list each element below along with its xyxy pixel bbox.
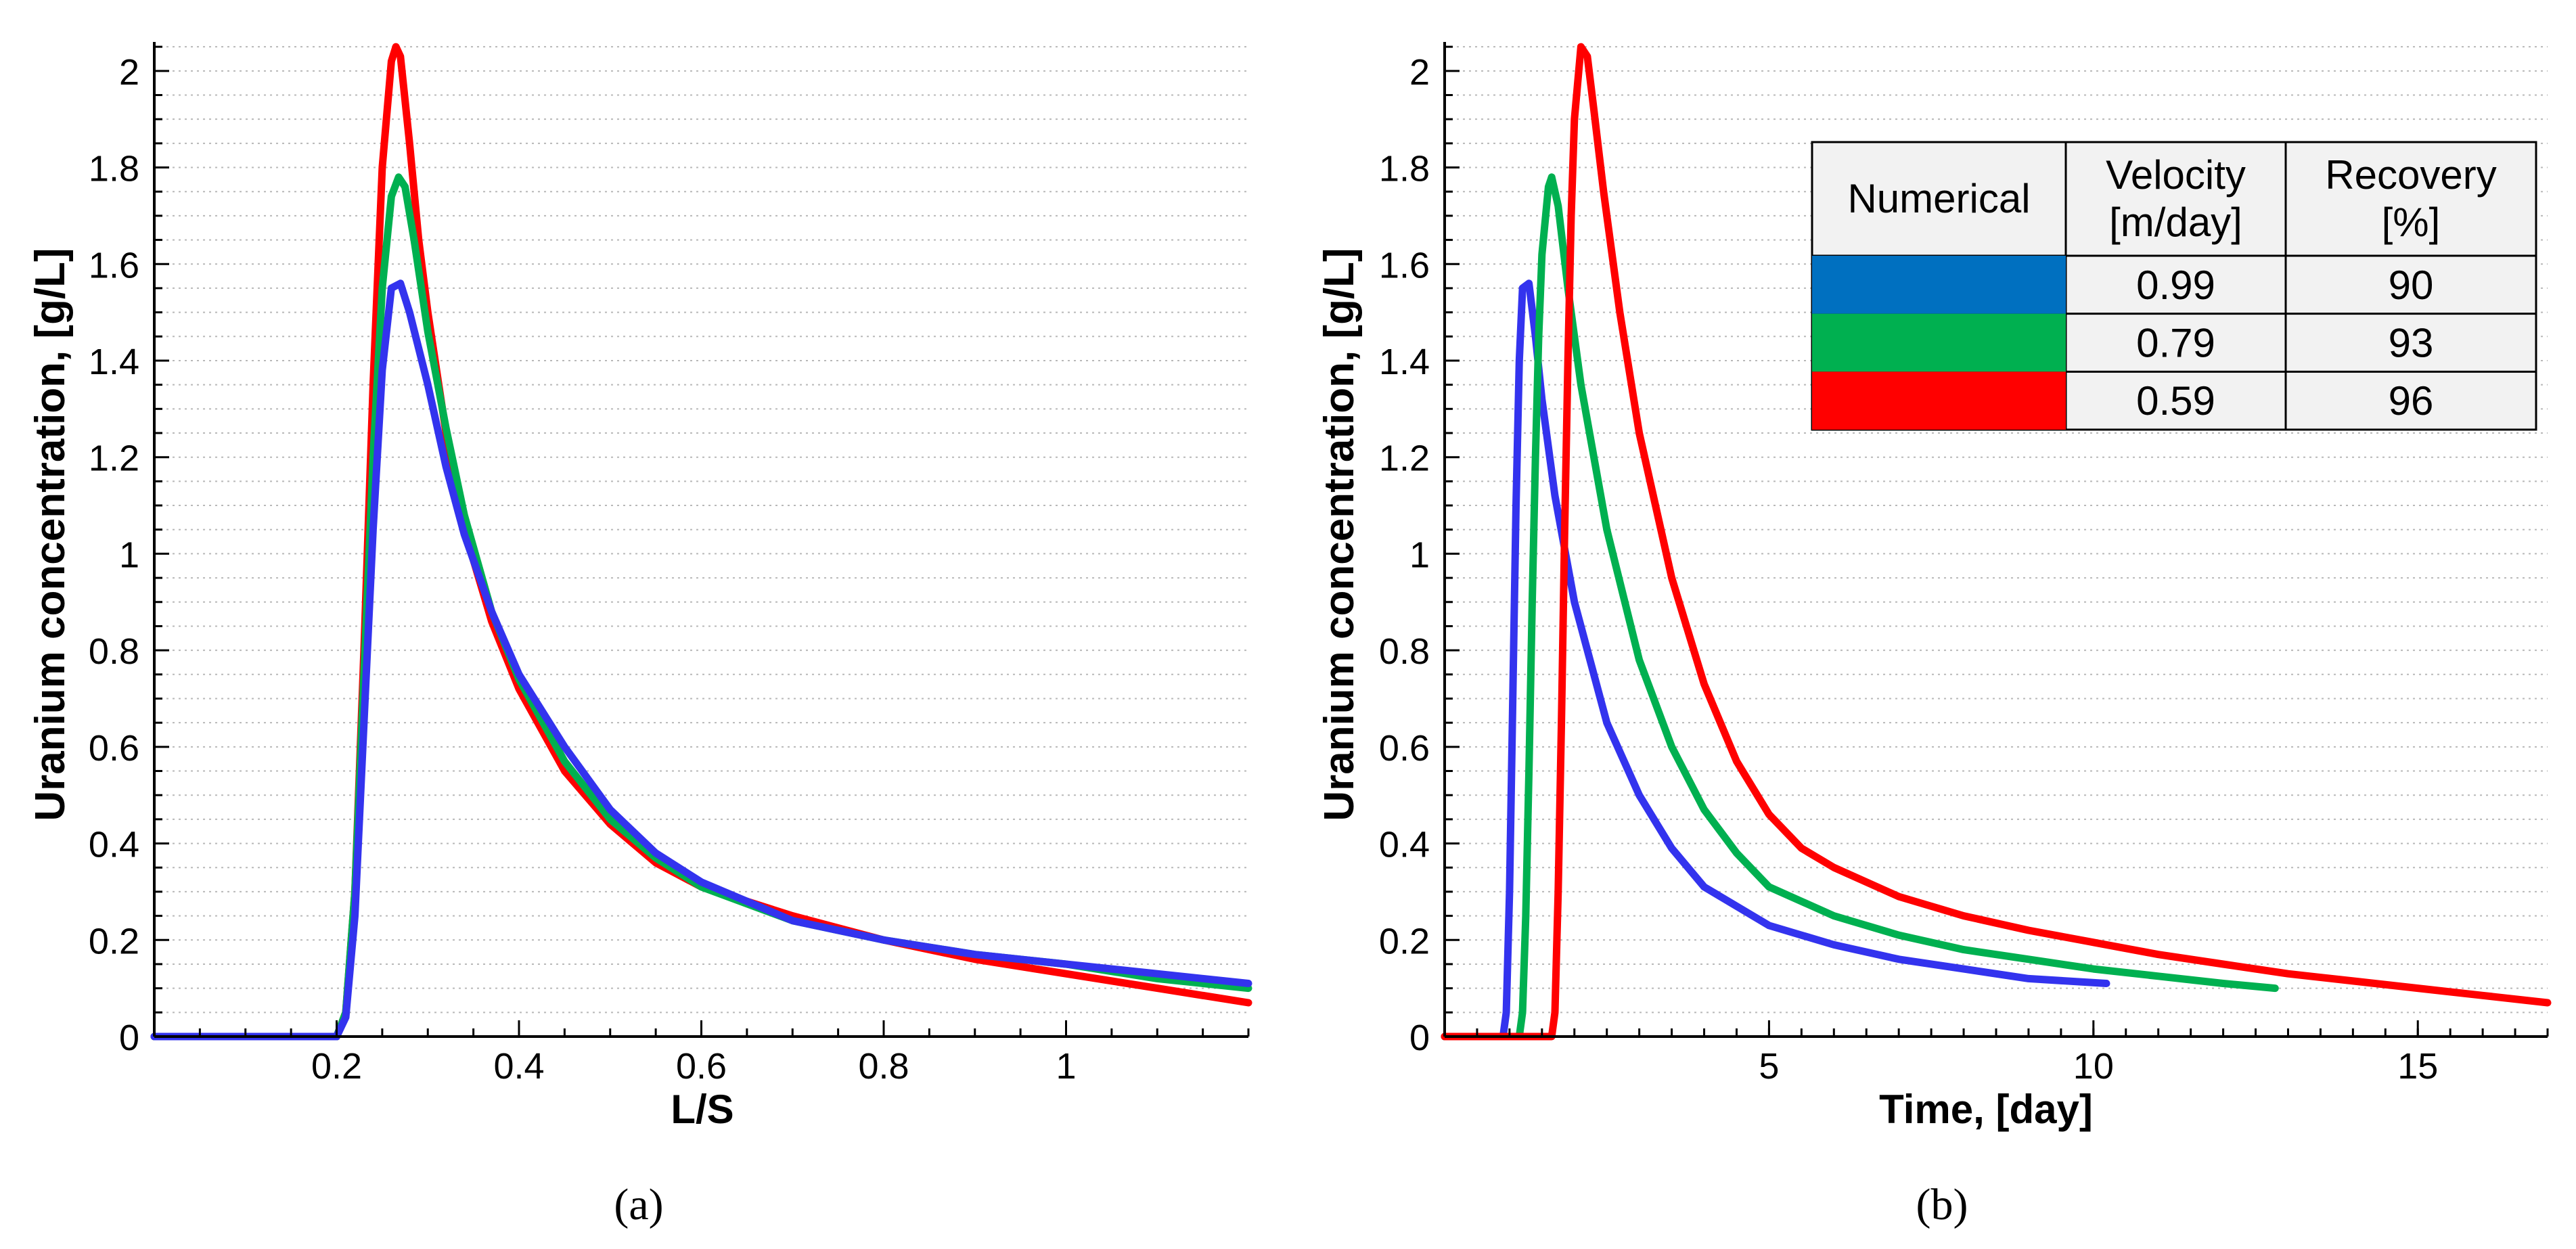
- y-tick-label: 0.4: [89, 825, 139, 865]
- y-tick-label: 0.8: [1379, 631, 1430, 672]
- y-tick-label: 1: [119, 535, 139, 575]
- panel-a-y-axis-title: Uranium concentration, [g/L]: [27, 248, 74, 821]
- legend-header-text: [m/day]: [2109, 200, 2242, 245]
- panel-b-x-axis-title: Time, [day]: [1879, 1087, 2093, 1132]
- legend-color-swatch: [1812, 371, 2066, 430]
- legend-table: Numerical Velocity[m/day] Recovery[%] 0.99…: [1811, 141, 2537, 431]
- panel-a-caption: (a): [614, 1180, 663, 1229]
- y-tick-label: 0.2: [1379, 921, 1430, 961]
- y-tick-label: 0.4: [1379, 825, 1430, 865]
- y-tick-label: 0.8: [89, 631, 139, 672]
- legend-table-header: Numerical Velocity[m/day] Recovery[%]: [1847, 152, 2496, 245]
- panel-b-series: [1441, 43, 2552, 1041]
- panel-a-series: [150, 43, 1252, 1041]
- x-tick-label: 0.4: [493, 1046, 544, 1087]
- panel-b: 0 0.2 0.4 0.6 0.8 1 1.2 1.4 1.6 1.8 2 5 10 15 Time, […: [1316, 42, 2552, 1229]
- panel-b-y-axis-title: Uranium concentration, [g/L]: [1316, 248, 1363, 821]
- y-tick-label: 1.4: [89, 342, 139, 382]
- legend-recovery-value: 93: [2389, 321, 2434, 366]
- y-tick-label: 0.2: [89, 921, 139, 961]
- legend-velocity-value: 0.79: [2136, 321, 2215, 366]
- legend-header-text: Velocity: [2106, 152, 2246, 198]
- x-tick-label: 0.2: [311, 1046, 362, 1087]
- series-line-velocity-0-99: [1441, 279, 2110, 1041]
- y-tick-label: 0: [119, 1018, 139, 1058]
- y-tick-label: 1.2: [1379, 438, 1430, 479]
- legend-header-text: Numerical: [1847, 176, 2030, 221]
- series-line-velocity-0-79: [1441, 173, 2279, 1041]
- y-tick-label: 1.4: [1379, 342, 1430, 382]
- legend-velocity-value: 0.59: [2136, 378, 2215, 424]
- panel-b-caption: (b): [1916, 1180, 1968, 1229]
- y-tick-label: 2: [1409, 52, 1430, 93]
- legend-recovery-value: 96: [2389, 378, 2434, 424]
- y-tick-label: 1.8: [1379, 149, 1430, 189]
- legend-recovery-value: 90: [2389, 263, 2434, 308]
- legend-color-swatch: [1812, 313, 2066, 372]
- panel-a: 0 0.2 0.4 0.6 0.8 1 1.2 1.4 1.6 1.8 2 0.2 0.4 0.6 0.8 1…: [27, 42, 1252, 1229]
- legend-velocity-value: 0.99: [2136, 263, 2215, 308]
- x-tick-label: 0.6: [676, 1046, 727, 1087]
- legend-table-rows: 0.99 90 0.79 93 0.59 96: [1812, 256, 2433, 430]
- y-tick-label: 0.6: [89, 728, 139, 769]
- y-tick-label: 0: [1409, 1018, 1430, 1058]
- y-tick-label: 0.6: [1379, 728, 1430, 769]
- x-tick-label: 5: [1759, 1046, 1779, 1087]
- y-tick-label: 1.6: [89, 245, 139, 286]
- x-tick-label: 0.8: [858, 1046, 909, 1087]
- series-line-velocity-0-99: [150, 279, 1252, 1041]
- y-tick-label: 2: [119, 52, 139, 93]
- x-tick-label: 1: [1056, 1046, 1076, 1087]
- y-tick-label: 1.6: [1379, 245, 1430, 286]
- y-tick-label: 1.2: [89, 438, 139, 479]
- x-tick-label: 15: [2397, 1046, 2438, 1087]
- panel-b-ticks: 0 0.2 0.4 0.6 0.8 1 1.2 1.4 1.6 1.8 2 5 10 15: [1379, 45, 2549, 1087]
- series-line-velocity-0-59: [1441, 43, 2552, 1041]
- y-tick-label: 1: [1409, 535, 1430, 575]
- legend-header-text: Recovery: [2325, 152, 2496, 198]
- legend-header-text: [%]: [2382, 200, 2441, 245]
- legend-color-swatch: [1812, 256, 2066, 314]
- x-tick-label: 10: [2073, 1046, 2114, 1087]
- panel-a-x-axis-title: L/S: [671, 1087, 733, 1132]
- panel-a-ticks: 0 0.2 0.4 0.6 0.8 1 1.2 1.4 1.6 1.8 2 0.2 0.4 0.6 0.8 1: [89, 45, 1250, 1087]
- y-tick-label: 1.8: [89, 149, 139, 189]
